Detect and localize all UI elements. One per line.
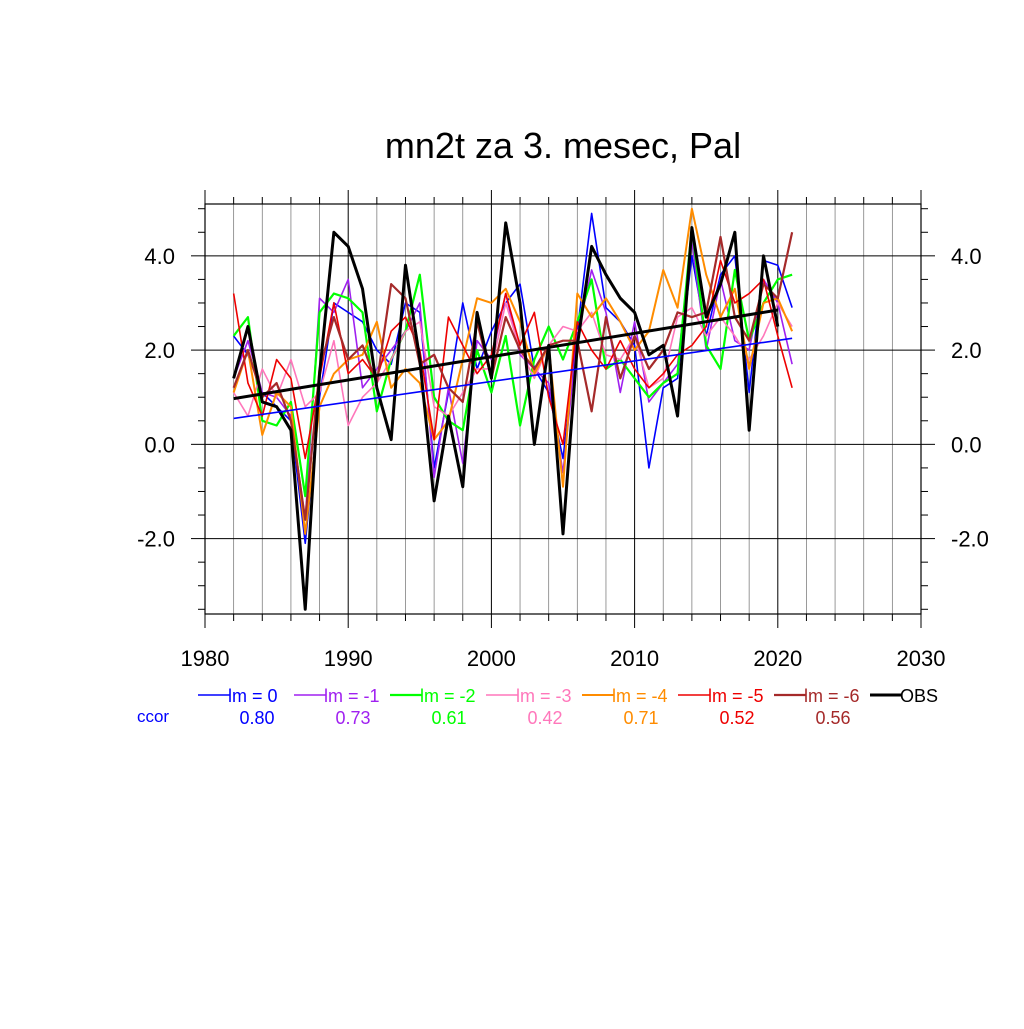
y-tick-label-left: 0.0 xyxy=(144,432,175,457)
ccor-value: 0.52 xyxy=(719,708,754,728)
legend-label: lm = -4 xyxy=(612,686,668,706)
ccor-value: 0.80 xyxy=(239,708,274,728)
plot-frame xyxy=(204,203,922,615)
x-tick-label: 2000 xyxy=(467,646,516,671)
series-line-lm-4 xyxy=(232,207,794,535)
legend-label: lm = -5 xyxy=(708,686,764,706)
y-tick-label-right: 2.0 xyxy=(951,338,982,363)
ccor-value: 0.42 xyxy=(527,708,562,728)
grid xyxy=(204,204,922,614)
chart-title: mn2t za 3. mesec, Pal xyxy=(385,125,741,166)
x-tick-label: 1980 xyxy=(181,646,230,671)
y-tick-label-left: 2.0 xyxy=(144,338,175,363)
x-tick-label: 1990 xyxy=(324,646,373,671)
y-tick-label-right: 0.0 xyxy=(951,432,982,457)
y-tick-label-left: 4.0 xyxy=(144,244,175,269)
ccor-value: 0.61 xyxy=(431,708,466,728)
legend-label: lm = -6 xyxy=(804,686,860,706)
legend-label: lm = 0 xyxy=(228,686,278,706)
y-tick-label-right: 4.0 xyxy=(951,244,982,269)
series-line-lm-6 xyxy=(232,232,794,521)
legend-label: lm = -1 xyxy=(324,686,380,706)
axes: 1980 1990 2000 2010 2020 2030 -2.0 -2.0 0.0 0.0 2.… xyxy=(137,190,989,671)
x-tick-label: 2030 xyxy=(897,646,946,671)
ccor-value: 0.56 xyxy=(815,708,850,728)
x-tick-label: 2010 xyxy=(610,646,659,671)
x-tick-label: 2020 xyxy=(753,646,802,671)
legend-label: lm = -3 xyxy=(516,686,572,706)
series-layer xyxy=(232,207,794,611)
y-tick-label-left: -2.0 xyxy=(137,527,175,552)
trend-line-lm-0-trend xyxy=(233,337,793,420)
ccor-label: ccor xyxy=(137,707,169,726)
trend-line-obs-trend xyxy=(233,308,779,401)
trend-layer xyxy=(233,308,793,420)
legend-label: OBS xyxy=(900,686,938,706)
y-tick-label-right: -2.0 xyxy=(951,527,989,552)
legend-label: lm = -2 xyxy=(420,686,476,706)
ccor-value: 0.71 xyxy=(623,708,658,728)
ccor-value: 0.73 xyxy=(335,708,370,728)
series-line-obs xyxy=(232,221,780,611)
